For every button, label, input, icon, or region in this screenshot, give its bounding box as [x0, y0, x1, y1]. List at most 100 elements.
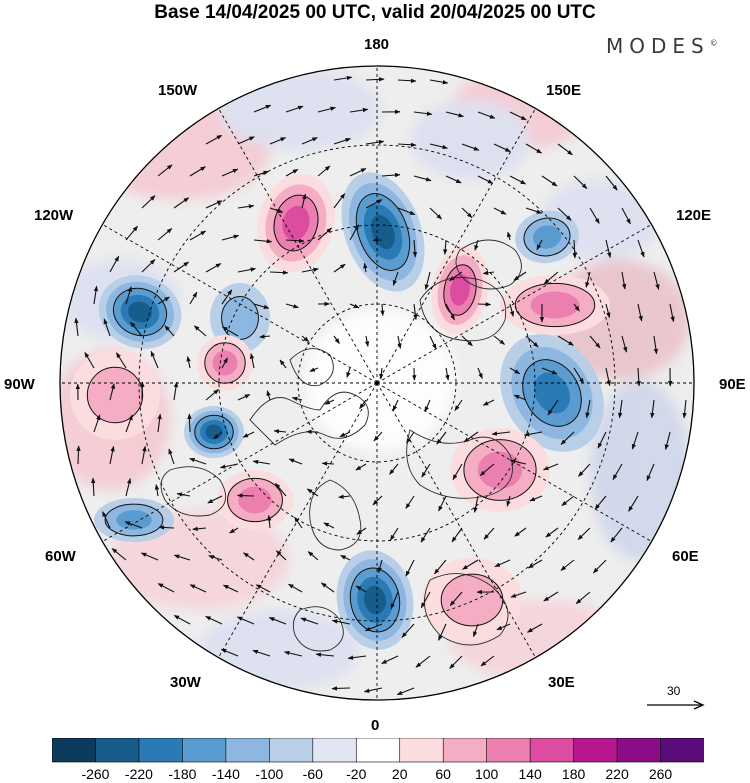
wind-arrow [438, 623, 447, 641]
wind-arrow [242, 431, 255, 438]
wind-arrow [294, 516, 303, 529]
colorbar-segment [529, 738, 575, 763]
wind-arrow [125, 286, 132, 305]
wind-arrow [237, 136, 255, 145]
wind-arrow [249, 353, 255, 369]
wind-arrow [621, 207, 631, 225]
wind-arrow [401, 623, 415, 638]
wind-arrow [413, 175, 432, 182]
wind-arrow [445, 175, 462, 184]
wind-arrow [429, 143, 449, 150]
wind-arrow [379, 367, 384, 380]
wind-arrow [509, 459, 527, 465]
wind-arrow [140, 552, 159, 561]
wind-arrow [420, 527, 431, 543]
lon-label-90w: 90W [4, 376, 35, 393]
wind-arrow [317, 227, 332, 241]
wind-arrow [173, 614, 191, 625]
wind-arrow [560, 431, 575, 445]
wind-arrow [205, 200, 223, 209]
wind-arrow [494, 559, 511, 568]
wind-arrow [575, 591, 591, 605]
wind-arrow [621, 271, 627, 290]
wind-arrow [349, 167, 367, 177]
wind-arrow [585, 399, 591, 419]
wind-arrow [482, 399, 495, 406]
wind-arrow [509, 303, 515, 317]
wind-arrow [605, 303, 611, 319]
positive-anomaly-center [217, 470, 293, 530]
wind-arrow [189, 457, 207, 465]
lon-label-120e: 120E [676, 207, 712, 224]
positive-anomaly-center [500, 275, 610, 335]
wind-arrow [141, 195, 156, 209]
wind-arrow [236, 493, 255, 498]
wind-arrow [461, 143, 480, 151]
wind-arrow [103, 318, 111, 337]
meridian-line [99, 382, 378, 544]
wind-arrow [541, 175, 558, 187]
wind-arrow [141, 259, 156, 273]
wind-arrow [605, 239, 612, 259]
wind-arrow [187, 413, 192, 433]
wind-arrow [413, 111, 433, 116]
wind-arrow [364, 335, 370, 347]
wind-arrow [285, 303, 299, 309]
negative-anomaly-center [500, 334, 604, 452]
wind-arrow [301, 137, 318, 145]
wind-arrow [205, 263, 222, 273]
wind-arrow [333, 335, 340, 344]
wind-arrow [205, 134, 223, 145]
wind-arrow [389, 463, 399, 475]
wind-arrow [557, 335, 574, 346]
wind-arrow [618, 399, 623, 419]
wind-arrow [523, 431, 543, 437]
wind-arrow [637, 303, 643, 322]
wind-arrow [483, 527, 495, 540]
wind-arrow [338, 494, 351, 499]
wind-arrow [543, 271, 559, 285]
wind-arrow [365, 77, 385, 82]
wind-arrow [424, 271, 431, 290]
wind-arrow [560, 559, 575, 571]
wind-arrow [193, 325, 207, 337]
colorbar-tick-label: -140 [211, 766, 240, 782]
colorbar-segment [225, 738, 271, 763]
colorbar-tick-label: 180 [561, 766, 586, 782]
wind-arrow [421, 463, 431, 478]
wind-arrow [340, 554, 351, 561]
wind-arrow [189, 291, 198, 305]
wind-arrow [109, 445, 115, 465]
wind-arrow [557, 207, 572, 221]
lon-label-60w: 60W [45, 548, 76, 565]
wind-arrow [158, 525, 175, 530]
wind-arrow [479, 463, 495, 477]
lon-label-30e: 30E [548, 674, 575, 691]
wind-arrow [269, 270, 289, 275]
wind-arrow [573, 303, 580, 312]
wind-arrow [449, 655, 463, 669]
negative-anomaly-center [98, 275, 182, 349]
wind-arrow [243, 552, 255, 561]
wind-arrow [462, 559, 479, 570]
wind-arrow [621, 335, 628, 353]
colorbar-tick-label: 20 [391, 766, 408, 782]
colorbar-tick-label: -60 [302, 766, 323, 782]
wind-arrow [237, 204, 255, 209]
wind-arrow [125, 414, 133, 433]
wind-arrow [154, 484, 160, 497]
wind-arrow [452, 463, 463, 481]
wind-arrow [236, 616, 255, 625]
wind-arrow [513, 271, 527, 281]
wind-arrow [506, 495, 511, 507]
wind-arrow [561, 495, 575, 507]
wind-arrow [429, 335, 437, 350]
wind-arrow [93, 285, 99, 305]
meridian-line [99, 222, 378, 384]
wind-arrow [267, 514, 272, 529]
wind-arrow [461, 335, 473, 347]
wind-arrow [405, 431, 415, 444]
wind-arrow [664, 431, 671, 450]
wind-arrow [631, 431, 639, 450]
wind-arrow [315, 652, 335, 657]
